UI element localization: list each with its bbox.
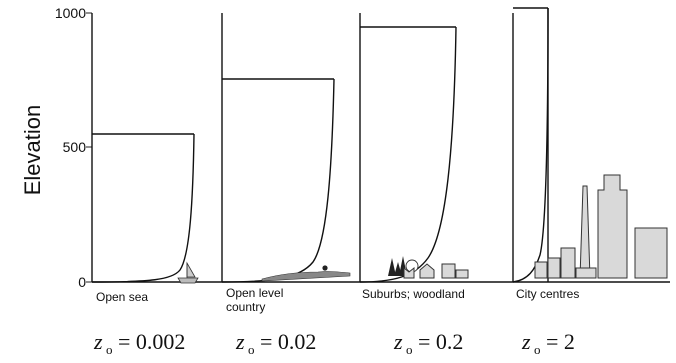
houses-icon (403, 263, 469, 279)
z0-value-2: = 0.02 (260, 329, 316, 354)
z0-symbol-4: z (521, 329, 531, 354)
panel-country-caption-line1: Open level (226, 286, 283, 300)
z0-subscript-1: o (106, 342, 113, 357)
z0-value-4: = 2 (546, 329, 575, 354)
tick-label-0: 0 (78, 274, 86, 290)
panel-open-level-country: Open level country (221, 13, 351, 314)
city-buildings-icon (534, 174, 668, 279)
z0-subscript-4: o (534, 342, 541, 357)
panel-suburbs-woodland: Suburbs; woodland (359, 13, 469, 301)
z0-value-1: = 0.002 (118, 329, 185, 354)
panel-open-sea: Open sea (91, 13, 199, 304)
panel-city-centres: City centres (512, 7, 668, 301)
roughness-label-3: z o = 0.2 (393, 329, 463, 357)
sailboat-icon (177, 261, 199, 284)
y-axis-label: Elevation (20, 105, 45, 196)
panel-city-wind-profile (512, 7, 549, 283)
roughness-label-2: z o = 0.02 (235, 329, 316, 357)
z0-subscript-2: o (248, 342, 255, 357)
panel-suburbs-caption: Suburbs; woodland (362, 287, 465, 301)
tick-label-1000: 1000 (55, 5, 86, 21)
hedgerow-icon (261, 271, 351, 282)
bush-icon (322, 265, 328, 271)
roughness-label-4: z o = 2 (521, 329, 575, 357)
panel-open-sea-caption: Open sea (96, 290, 148, 304)
z0-value-3: = 0.2 (418, 329, 463, 354)
roughness-label-1: z o = 0.002 (93, 329, 185, 357)
tick-label-500: 500 (63, 139, 87, 155)
panel-city-caption: City centres (516, 287, 579, 301)
z0-subscript-3: o (406, 342, 413, 357)
panel-open-sea-wind-profile (91, 133, 195, 283)
z0-symbol-1: z (93, 329, 103, 354)
panel-suburbs-wind-profile (359, 26, 457, 283)
z0-symbol-2: z (235, 329, 245, 354)
panel-country-caption-line2: country (226, 300, 265, 314)
z0-symbol-3: z (393, 329, 403, 354)
panel-country-wind-profile (221, 78, 335, 283)
